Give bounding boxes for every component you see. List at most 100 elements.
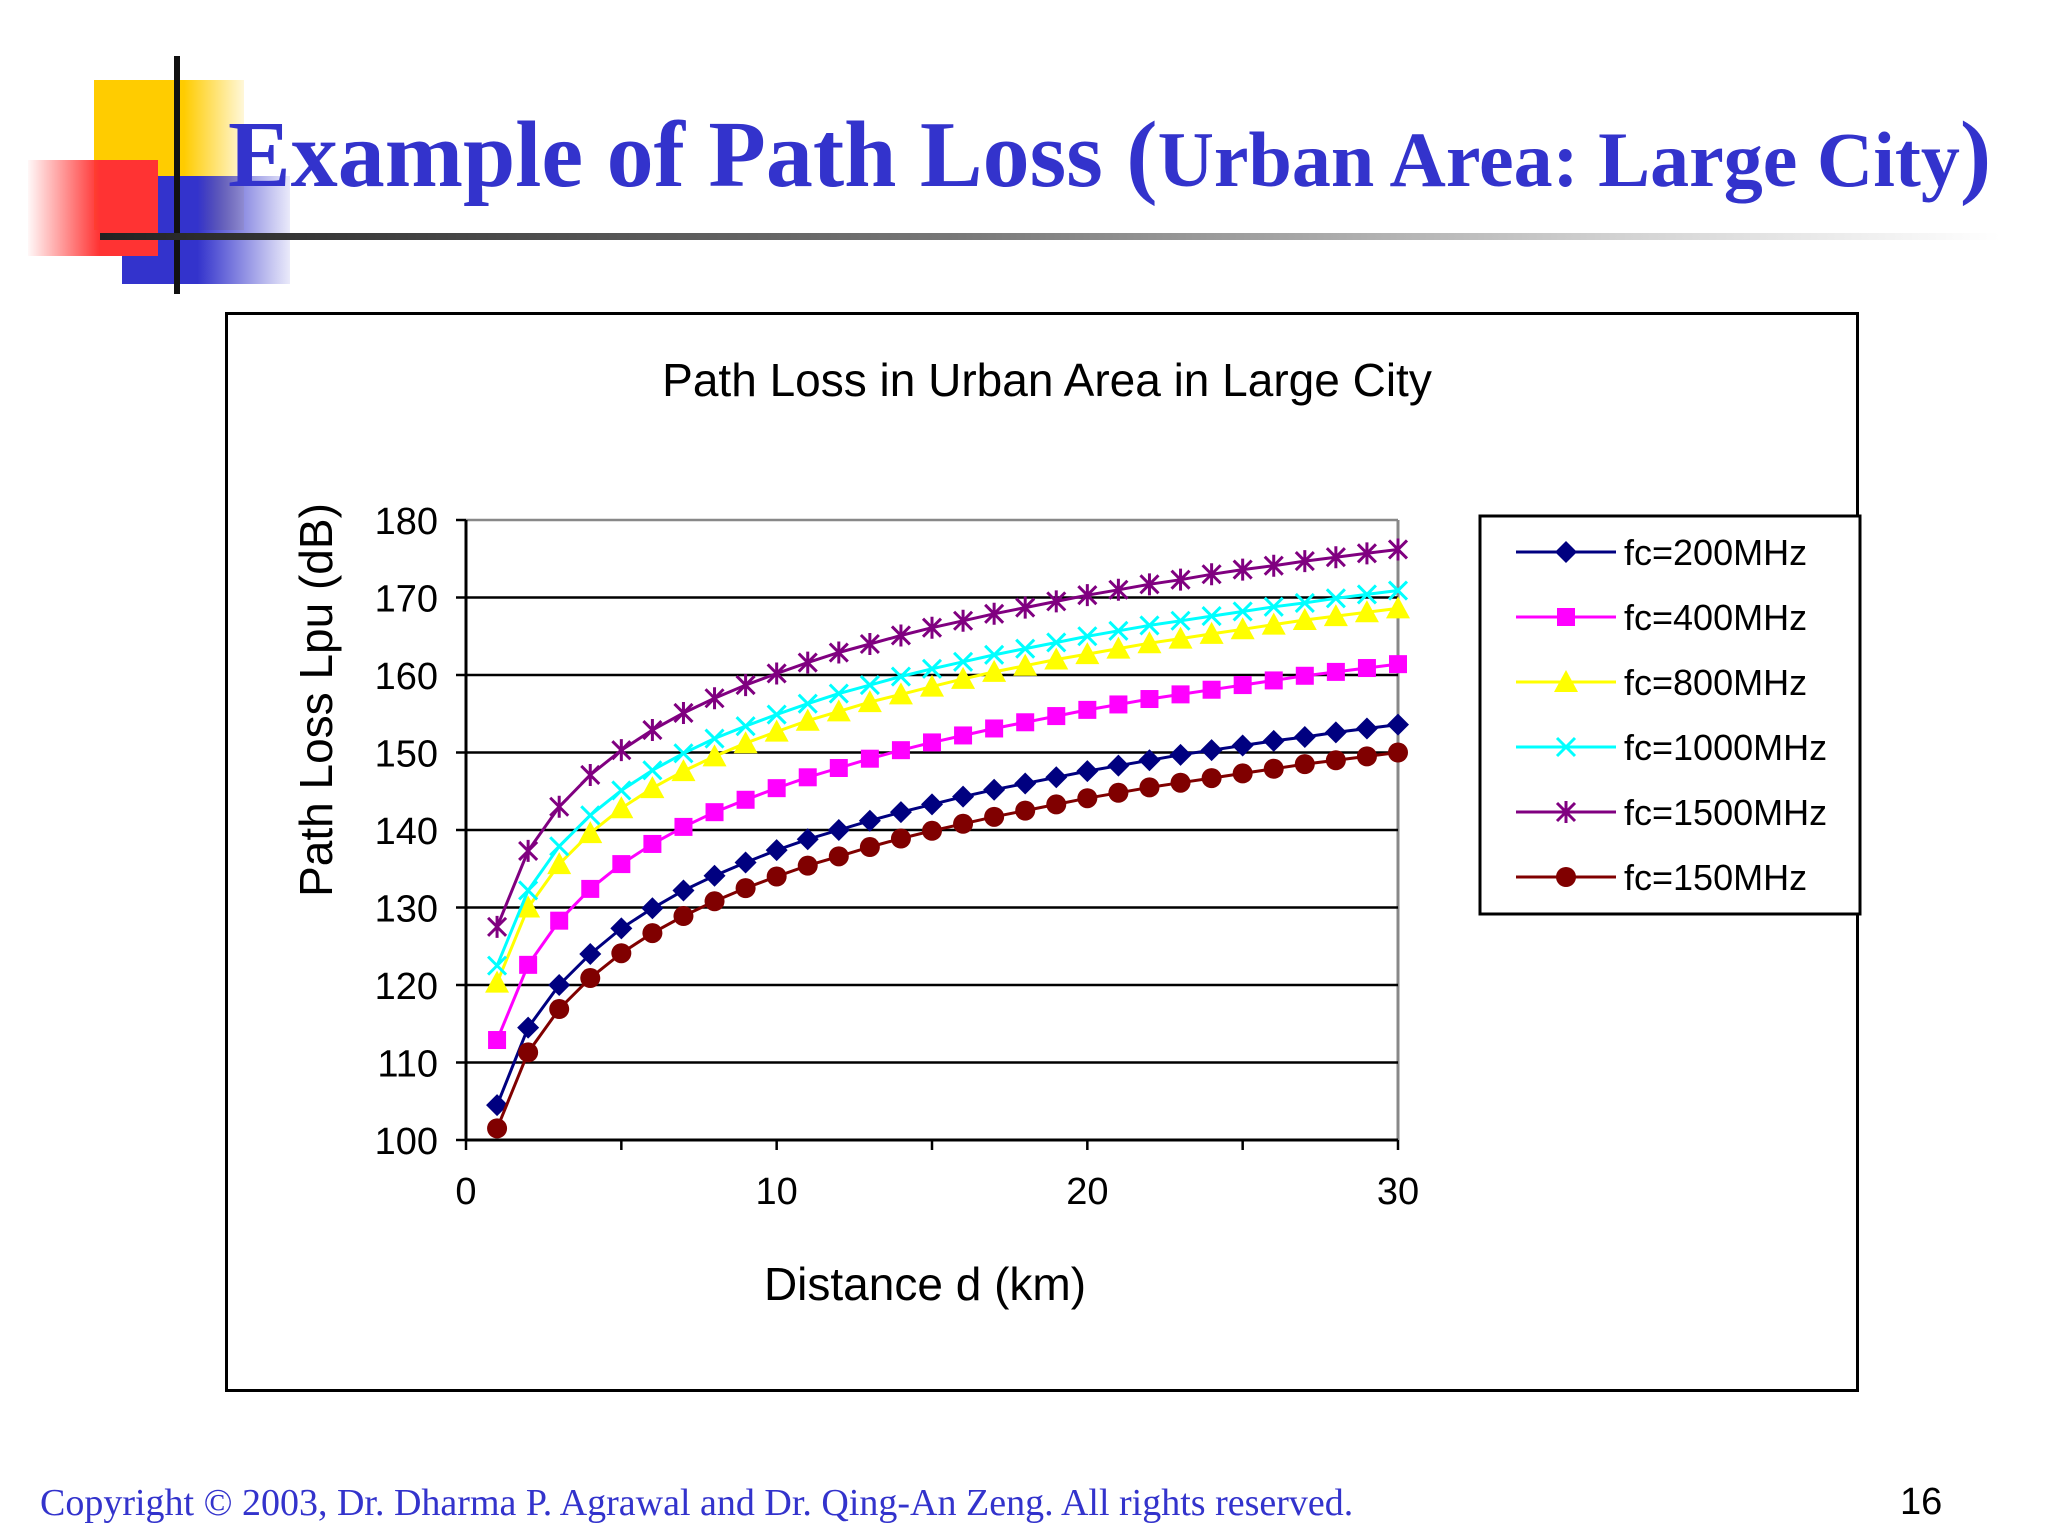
data-point [797,855,818,876]
data-point [765,839,788,862]
data-point [1387,580,1409,601]
data-point [611,739,632,762]
data-point [954,726,973,745]
data-point [951,666,976,689]
data-point [984,644,1005,665]
title-rule [100,233,2000,240]
data-point [982,659,1007,682]
data-point [797,693,818,714]
data-point [921,793,943,816]
data-point [612,855,631,874]
data-point [1015,596,1036,619]
data-point [829,759,848,777]
data-point [734,851,757,874]
data-point [1232,601,1253,622]
data-point [767,779,786,798]
data-point [1138,749,1161,772]
data-point [1201,563,1222,586]
data-point [703,864,726,887]
data-point [518,839,539,862]
legend: fc=200MHz fc=400MHz fc=800MHz fc=1000MHz fc=… [1478,514,1862,916]
axis-layer: 100 110 120 130 140 150 160 170 180 0 10 20 30 [375,501,1420,1213]
data-point [985,719,1004,738]
data-point [488,1031,507,1050]
legend-label: fc=200MHz [1624,532,1807,573]
data-point [797,651,818,674]
data-point [1075,642,1100,665]
data-point [766,866,787,887]
data-point [733,731,758,754]
data-point [487,955,508,976]
data-point [1108,782,1129,803]
data-point [1046,632,1067,653]
data-point [921,658,943,679]
data-point [673,906,694,927]
data-point [1388,742,1408,763]
data-point [890,624,911,647]
data-point [735,674,756,697]
data-point [1169,743,1192,766]
legend-marker [1554,670,1578,692]
series-0 [486,713,1409,1117]
data-point [704,891,725,912]
y-tick-label: 150 [375,734,438,776]
legend-item-3: fc=1000MHz [1516,727,1827,768]
series-line-1 [495,662,1399,1041]
data-point [1294,592,1315,613]
legend-marker [1557,608,1575,626]
data-point [1232,558,1253,581]
data-point [1200,739,1223,762]
data-point [764,719,789,742]
data-point [704,687,725,710]
data-point [1294,754,1315,775]
legend-item-0: fc=200MHz [1516,532,1807,573]
data-point [984,602,1005,625]
data-point [1171,685,1190,704]
data-point [1202,680,1221,699]
y-tick-label: 160 [375,656,438,698]
data-point [828,846,849,867]
data-point [890,666,911,687]
data-point [1046,794,1067,815]
legend-marker [1555,541,1577,563]
x-tick-label: 20 [1066,1171,1108,1213]
data-point [1386,596,1410,619]
series-5 [487,742,1408,1139]
data-point [1294,550,1315,573]
data-point [1078,700,1097,719]
data-point [795,708,820,731]
data-point [953,609,974,632]
data-point [578,821,603,844]
data-point [1077,626,1098,647]
y-tick-label: 180 [375,501,438,543]
data-point [736,790,755,809]
data-point [891,741,910,760]
legend-item-1: fc=400MHz [1516,597,1807,638]
data-point [1325,546,1346,569]
data-point [672,879,695,902]
data-point [983,778,1006,801]
data-point [518,1042,539,1063]
data-point [1357,659,1376,678]
data-point [704,728,725,749]
data-point [1077,788,1098,809]
data-point [1047,707,1066,726]
data-point [1107,754,1130,777]
data-point [1325,750,1346,771]
data-point [1015,638,1036,659]
data-point [1168,626,1193,649]
data-point [828,641,849,664]
data-point [519,955,538,974]
data-point [1139,615,1160,636]
data-point [859,633,880,655]
data-point [1170,772,1191,793]
slide-title-main: Example of Path Loss ( [228,103,1158,207]
data-point [549,836,570,857]
data-point [1231,734,1254,757]
data-point [1108,578,1129,601]
data-point [952,785,975,808]
data-point [487,915,508,938]
page-number: 16 [1900,1481,1943,1523]
data-point [953,651,974,672]
data-point [517,1016,540,1039]
